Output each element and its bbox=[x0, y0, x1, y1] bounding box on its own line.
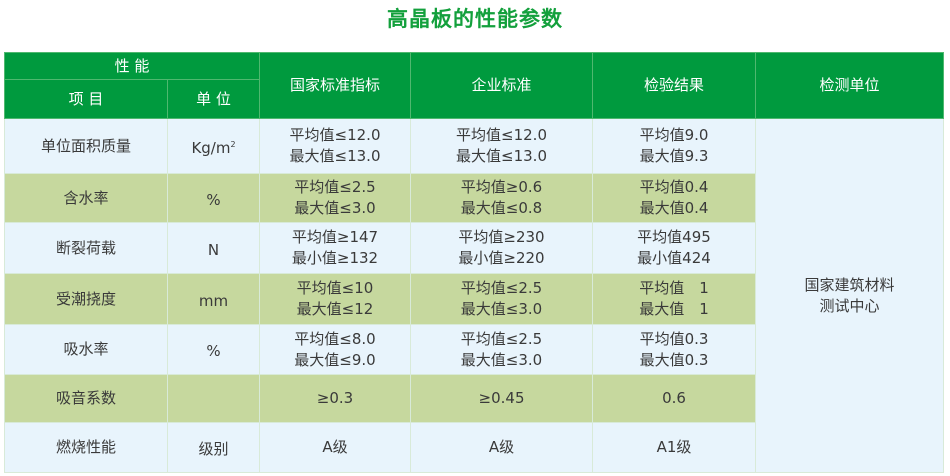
national-value: 平均值≤12.0 bbox=[289, 126, 381, 144]
national-cell: 平均值≥147 最小值≥132 bbox=[259, 222, 411, 274]
header-test-org: 检测单位 bbox=[755, 52, 944, 119]
unit-cell: 级别 bbox=[167, 422, 260, 473]
table-row: 吸水率% 平均值≤8.0 最大值≤9.0 平均值≤2.5 最大值≤3.0 平均值0.3 最大… bbox=[4, 324, 944, 375]
enterprise-cell: 平均值≥230 最小值≥220 bbox=[410, 222, 593, 274]
result-cell: A1级 bbox=[592, 422, 756, 473]
enterprise-value: A级 bbox=[488, 438, 515, 456]
item-cell: 燃烧性能 bbox=[4, 422, 168, 473]
header-test-result: 检验结果 bbox=[592, 52, 756, 119]
performance-table: 性 能 国家标准指标 企业标准 检验结果 检测单位 项 目 单 位 单位面积质量… bbox=[4, 52, 944, 473]
unit-text: % bbox=[206, 190, 221, 209]
enterprise-cell: A级 bbox=[410, 422, 593, 473]
national-value: 平均值≤8.0 bbox=[294, 329, 376, 348]
unit-superscript: 2 bbox=[230, 139, 236, 149]
national-value: 平均值≤2.5 bbox=[294, 178, 376, 196]
result-value: A1级 bbox=[656, 438, 692, 456]
header-item: 项 目 bbox=[4, 79, 168, 119]
unit-cell: mm bbox=[167, 273, 260, 325]
enterprise-cell: 平均值≤2.5 最大值≤3.0 bbox=[410, 324, 593, 375]
result-cell: 平均值0.4 最大值0.4 bbox=[592, 173, 756, 223]
national-value: 最大值≤9.0 bbox=[294, 350, 376, 369]
result-value: 平均值9.0 bbox=[639, 126, 709, 144]
national-value: 平均值≤10 bbox=[296, 279, 374, 297]
enterprise-cell: 平均值≤12.0 最大值≤13.0 bbox=[410, 118, 593, 174]
test-org-text: 测试中心 bbox=[819, 296, 880, 315]
enterprise-value: 最大值≤3.0 bbox=[460, 300, 543, 318]
enterprise-value: 平均值≤12.0 bbox=[456, 126, 547, 144]
national-value: 最大值≤13.0 bbox=[289, 147, 381, 165]
enterprise-value: 最大值≤13.0 bbox=[456, 147, 547, 165]
table-row: 吸音系数 ≥0.3 ≥0.45 0.6 bbox=[4, 374, 944, 423]
unit-cell: Kg/m2 bbox=[167, 118, 260, 174]
header-unit: 单 位 bbox=[167, 79, 260, 119]
result-value: 平均值0.4 bbox=[639, 178, 709, 196]
table-row: 单位面积质量 Kg/m2 平均值≤12.0 最大值≤13.0 平均值≤12.0 最大值≤1… bbox=[4, 118, 944, 473]
unit-text: 级别 bbox=[198, 440, 229, 458]
header-performance: 性 能 bbox=[4, 52, 260, 80]
result-value: 最大值 1 bbox=[639, 300, 709, 318]
national-value: 最大值≤12 bbox=[296, 300, 374, 318]
national-cell: 平均值≤8.0 最大值≤9.0 bbox=[259, 324, 411, 375]
enterprise-cell: ≥0.45 bbox=[410, 374, 593, 423]
national-value: 平均值≥147 bbox=[291, 228, 379, 246]
unit-text: Kg/m bbox=[191, 138, 231, 157]
enterprise-cell: 平均值≤2.5 最大值≤3.0 bbox=[410, 273, 593, 325]
item-cell: 吸音系数 bbox=[4, 374, 168, 423]
enterprise-value: 平均值≥0.6 bbox=[460, 178, 543, 196]
unit-cell bbox=[167, 374, 260, 423]
unit-cell: % bbox=[167, 173, 260, 223]
result-cell: 平均值495 最小值424 bbox=[592, 222, 756, 274]
national-cell: ≥0.3 bbox=[259, 374, 411, 423]
unit-cell: % bbox=[167, 324, 260, 375]
national-cell: 平均值≤12.0 最大值≤13.0 bbox=[259, 118, 411, 174]
result-value: 平均值0.3 bbox=[639, 329, 709, 348]
enterprise-value: 最大值≤3.0 bbox=[460, 350, 543, 369]
test-org-text: 国家建筑材料 bbox=[804, 275, 895, 294]
national-value: A级 bbox=[322, 438, 348, 456]
national-cell: 平均值≤10 最大值≤12 bbox=[259, 273, 411, 325]
enterprise-value: 平均值≤2.5 bbox=[460, 329, 543, 348]
result-cell: 平均值0.3 最大值0.3 bbox=[592, 324, 756, 375]
unit-text: mm bbox=[198, 291, 229, 310]
result-cell: 平均值 1 最大值 1 bbox=[592, 273, 756, 325]
enterprise-value: 最大值≤0.8 bbox=[460, 199, 543, 217]
result-cell: 0.6 bbox=[592, 374, 756, 423]
item-cell: 断裂荷载 bbox=[4, 222, 168, 274]
enterprise-cell: 平均值≥0.6 最大值≤0.8 bbox=[410, 173, 593, 223]
table-row: 燃烧性能 级别 A级 A级 A1级 bbox=[4, 422, 944, 473]
item-cell: 单位面积质量 bbox=[4, 118, 168, 174]
result-value: 最大值0.3 bbox=[639, 350, 709, 369]
enterprise-value: 最小值≥220 bbox=[458, 249, 545, 267]
unit-text: N bbox=[207, 240, 220, 259]
result-value: 0.6 bbox=[662, 389, 686, 407]
item-cell: 受潮挠度 bbox=[4, 273, 168, 325]
national-cell: A级 bbox=[259, 422, 411, 473]
header-enterprise-standard: 企业标准 bbox=[410, 52, 593, 119]
table-row: 受潮挠度 mm 平均值≤10 最大值≤12 平均值≤2.5 最大值≤3.0 平均值 1 最大值… bbox=[4, 273, 944, 325]
table-row: 断裂荷载 N 平均值≥147 最小值≥132 平均值≥230 最小值≥220 平均值495 最… bbox=[4, 222, 944, 274]
enterprise-value: ≥0.45 bbox=[478, 389, 525, 407]
page-title: 高晶板的性能参数 bbox=[387, 7, 563, 31]
result-cell: 平均值9.0 最大值9.3 bbox=[592, 118, 756, 174]
national-value: 最小值≥132 bbox=[291, 249, 379, 267]
result-value: 最小值424 bbox=[637, 249, 711, 267]
national-value: ≥0.3 bbox=[316, 389, 354, 407]
header-national-standard: 国家标准指标 bbox=[259, 52, 411, 119]
result-value: 最大值9.3 bbox=[639, 147, 709, 165]
national-cell: 平均值≤2.5 最大值≤3.0 bbox=[259, 173, 411, 223]
result-value: 平均值495 bbox=[637, 228, 711, 246]
item-cell: 吸水率 bbox=[4, 324, 168, 375]
table-row: 含水率% 平均值≤2.5 最大值≤3.0 平均值≥0.6 最大值≤0.8 平均值0.4 最大… bbox=[4, 173, 944, 223]
test-org-cell: 国家建筑材料 测试中心 bbox=[755, 118, 944, 473]
unit-text: % bbox=[206, 342, 221, 360]
national-value: 最大值≤3.0 bbox=[294, 199, 376, 217]
enterprise-value: 平均值≤2.5 bbox=[460, 279, 543, 297]
item-cell: 含水率 bbox=[4, 173, 168, 223]
result-value: 平均值 1 bbox=[639, 279, 709, 297]
result-value: 最大值0.4 bbox=[639, 199, 709, 217]
unit-cell: N bbox=[167, 222, 260, 274]
enterprise-value: 平均值≥230 bbox=[458, 228, 545, 246]
